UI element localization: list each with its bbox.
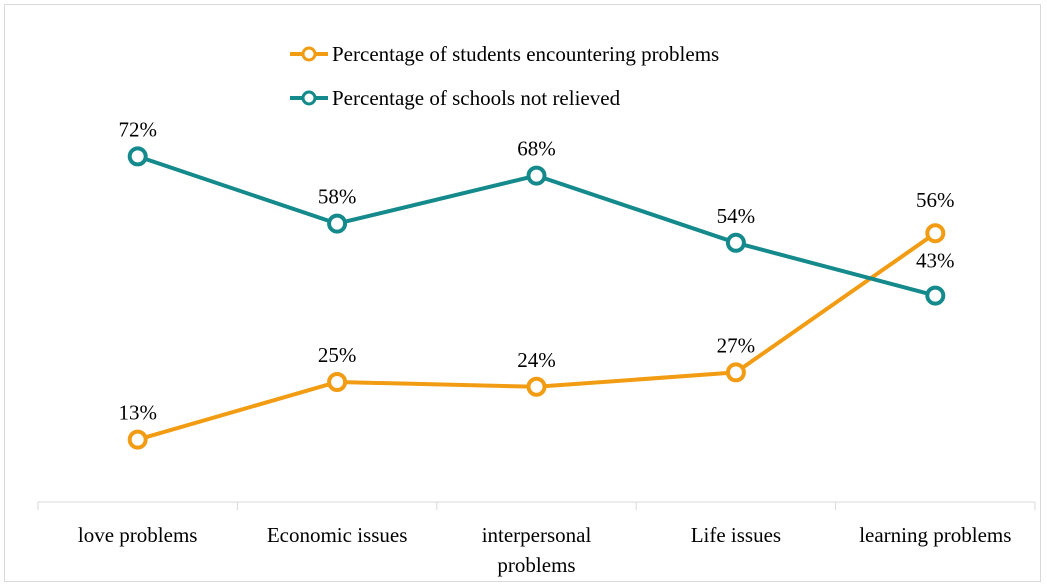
data-point <box>127 429 148 450</box>
chart-frame <box>4 4 1041 582</box>
data-label: 58% <box>318 185 357 209</box>
data-point <box>925 285 946 306</box>
data-label: 13% <box>118 401 157 425</box>
data-point <box>725 232 746 253</box>
data-label: 27% <box>717 333 756 357</box>
legend-marker-swatch <box>301 46 317 62</box>
data-label: 68% <box>517 137 556 161</box>
legend-item: Percentage of students encountering prob… <box>290 42 719 66</box>
data-labels: 13% 25% 24% 27% 56% 72% 58% 68% 54% 43% <box>118 117 954 424</box>
data-point <box>526 376 547 397</box>
legend-marker-swatch <box>301 90 317 106</box>
data-point <box>526 165 547 186</box>
data-label: 24% <box>517 348 556 372</box>
x-tick-label: Life issues <box>691 523 781 547</box>
data-point <box>725 362 746 383</box>
x-tick-label: love problems <box>78 523 198 547</box>
data-label: 56% <box>916 188 955 212</box>
data-point <box>327 372 348 392</box>
data-label: 72% <box>118 117 157 141</box>
legend-item: Percentage of schools not relieved <box>290 86 621 110</box>
data-label: 25% <box>318 343 357 367</box>
series-markers <box>127 146 946 450</box>
data-label: 43% <box>916 249 955 273</box>
data-point <box>127 146 148 167</box>
data-point <box>925 223 946 244</box>
data-point <box>327 213 348 234</box>
x-tick-label: learning problems <box>859 523 1011 547</box>
chart-legend: Percentage of students encountering prob… <box>290 42 719 110</box>
series-lines <box>137 154 937 442</box>
x-axis: love problems Economic issues interpersona… <box>37 501 1036 577</box>
data-label: 54% <box>717 204 756 228</box>
x-tick-label: interpersonal problems <box>482 523 592 577</box>
legend-label: Percentage of schools not relieved <box>332 86 621 110</box>
legend-label: Percentage of students encountering prob… <box>332 42 719 66</box>
x-tick-label: Economic issues <box>267 523 408 547</box>
